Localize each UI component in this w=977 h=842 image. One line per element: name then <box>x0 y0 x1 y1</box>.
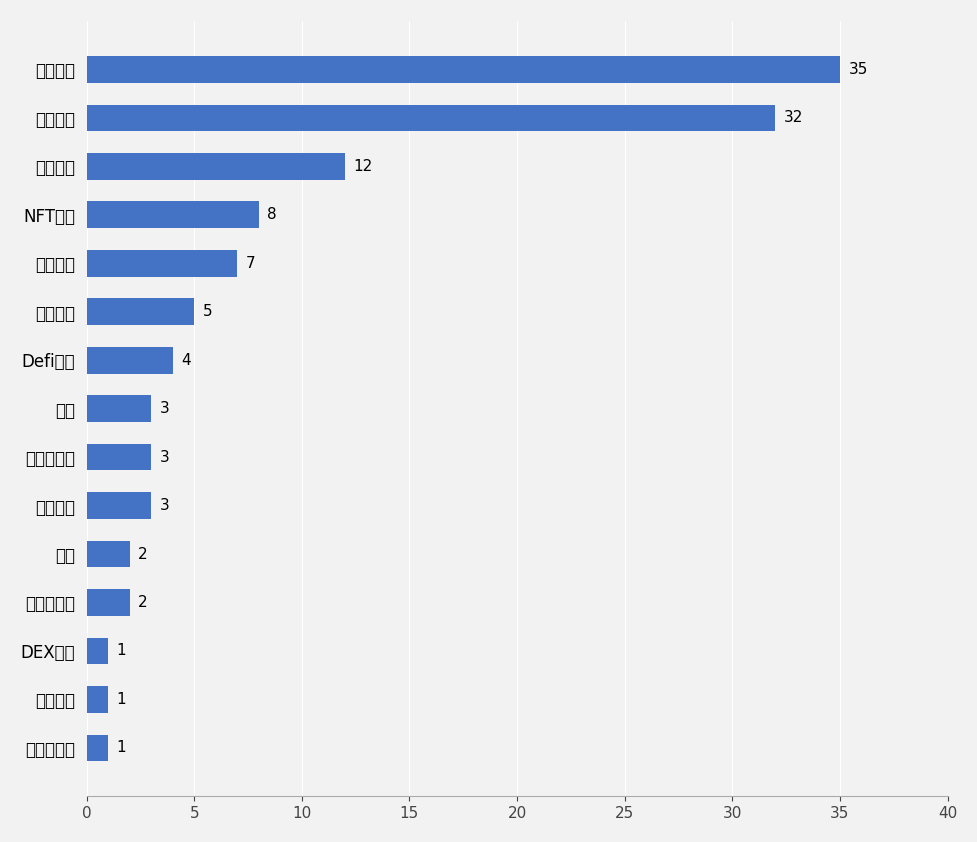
Text: 3: 3 <box>159 498 169 513</box>
Text: 1: 1 <box>116 692 126 707</box>
Text: 1: 1 <box>116 740 126 755</box>
Bar <box>87 637 108 664</box>
Text: 32: 32 <box>784 110 802 125</box>
Text: 12: 12 <box>353 159 372 173</box>
Bar <box>87 347 173 374</box>
Text: 3: 3 <box>159 401 169 416</box>
Text: 4: 4 <box>181 353 191 368</box>
Bar <box>87 686 108 712</box>
Bar <box>87 444 151 471</box>
Bar <box>87 395 151 422</box>
Text: 3: 3 <box>159 450 169 465</box>
Bar <box>87 734 108 761</box>
Text: 7: 7 <box>245 256 255 271</box>
Bar <box>87 589 130 616</box>
Bar <box>87 250 237 276</box>
Bar <box>87 201 259 228</box>
Text: 8: 8 <box>267 207 276 222</box>
Text: 35: 35 <box>848 62 867 77</box>
Bar <box>87 56 839 83</box>
Bar <box>87 298 194 325</box>
Text: 2: 2 <box>138 546 148 562</box>
Bar <box>87 104 775 131</box>
Text: 2: 2 <box>138 595 148 610</box>
Bar <box>87 493 151 519</box>
Text: 5: 5 <box>202 304 212 319</box>
Text: 1: 1 <box>116 643 126 658</box>
Bar <box>87 541 130 568</box>
Bar <box>87 153 345 179</box>
